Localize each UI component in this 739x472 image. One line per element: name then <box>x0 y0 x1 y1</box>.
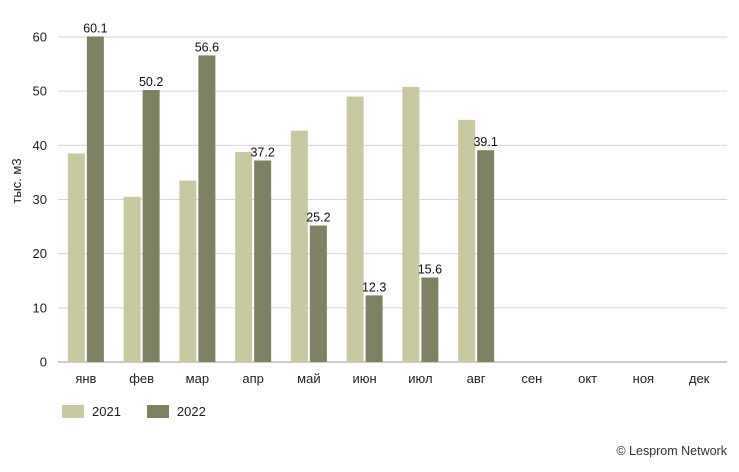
x-tick-label: фев <box>129 371 154 386</box>
x-tick-label: дек <box>689 371 710 386</box>
x-tick-label: ноя <box>633 371 654 386</box>
bar-2021-янв <box>67 153 85 362</box>
data-label-2022-май: 25.2 <box>306 211 330 225</box>
bar-2022-май <box>309 225 327 362</box>
y-tick-label: 60 <box>33 30 47 45</box>
y-axis-title: тыс. м3 <box>9 158 24 203</box>
data-label-2022-янв: 60.1 <box>83 21 107 35</box>
y-tick-label: 50 <box>33 84 47 99</box>
x-tick-label: май <box>297 371 320 386</box>
bar-2022-апр <box>254 160 272 362</box>
legend-swatch-2022 <box>146 405 169 418</box>
credit-text: © Lesprom Network <box>616 444 727 458</box>
bar-2022-янв <box>86 36 104 362</box>
x-tick-label: июн <box>353 371 377 386</box>
x-tick-label: янв <box>75 371 96 386</box>
x-tick-label: июл <box>408 371 432 386</box>
data-labels: 60.1 50.2 56.6 37.2 25.2 12.3 15.6 39.1 <box>83 21 498 294</box>
gridlines <box>58 36 727 363</box>
bar-2021-апр <box>235 151 253 362</box>
bar-2022-мар <box>198 55 216 363</box>
y-axis-ticks: 0 10 20 30 40 50 60 <box>33 30 47 370</box>
bars <box>67 36 495 363</box>
legend-label-2021: 2021 <box>92 404 121 419</box>
legend-item-2021: 2021 <box>62 404 121 419</box>
bar-2021-фев <box>123 196 141 362</box>
data-label-2022-апр: 37.2 <box>250 146 274 160</box>
data-label-2022-мар: 56.6 <box>195 40 219 54</box>
data-label-2022-фев: 50.2 <box>139 75 163 89</box>
bar-2021-мар <box>179 180 197 362</box>
bar-2022-июн <box>365 295 383 362</box>
y-tick-label: 10 <box>33 300 47 315</box>
legend: 2021 2022 <box>62 404 206 419</box>
legend-item-2022: 2022 <box>146 404 206 419</box>
x-tick-label: окт <box>578 371 597 386</box>
x-tick-label: апр <box>242 371 264 386</box>
bar-2021-июл <box>402 86 420 362</box>
legend-swatch-2021 <box>62 405 84 418</box>
data-label-2022-июн: 12.3 <box>362 280 386 294</box>
bar-2021-май <box>290 130 308 362</box>
bar-2022-июл <box>421 277 439 362</box>
data-label-2022-авг: 39.1 <box>473 135 497 149</box>
y-tick-label: 20 <box>33 246 47 261</box>
x-tick-label: мар <box>186 371 209 386</box>
data-label-2022-июл: 15.6 <box>418 263 442 277</box>
y-tick-label: 0 <box>40 355 47 370</box>
x-tick-label: авг <box>467 371 486 386</box>
bar-2021-июн <box>346 96 364 362</box>
y-tick-label: 40 <box>33 138 47 153</box>
bar-2021-авг <box>458 119 476 362</box>
x-tick-label: сен <box>521 371 542 386</box>
x-axis-ticks: янв фев мар апр май июн июл авг сен окт ноя дек <box>75 371 709 386</box>
bar-2022-авг <box>477 150 495 362</box>
y-tick-label: 30 <box>33 192 47 207</box>
legend-label-2022: 2022 <box>176 404 206 419</box>
bar-2022-фев <box>142 90 160 362</box>
